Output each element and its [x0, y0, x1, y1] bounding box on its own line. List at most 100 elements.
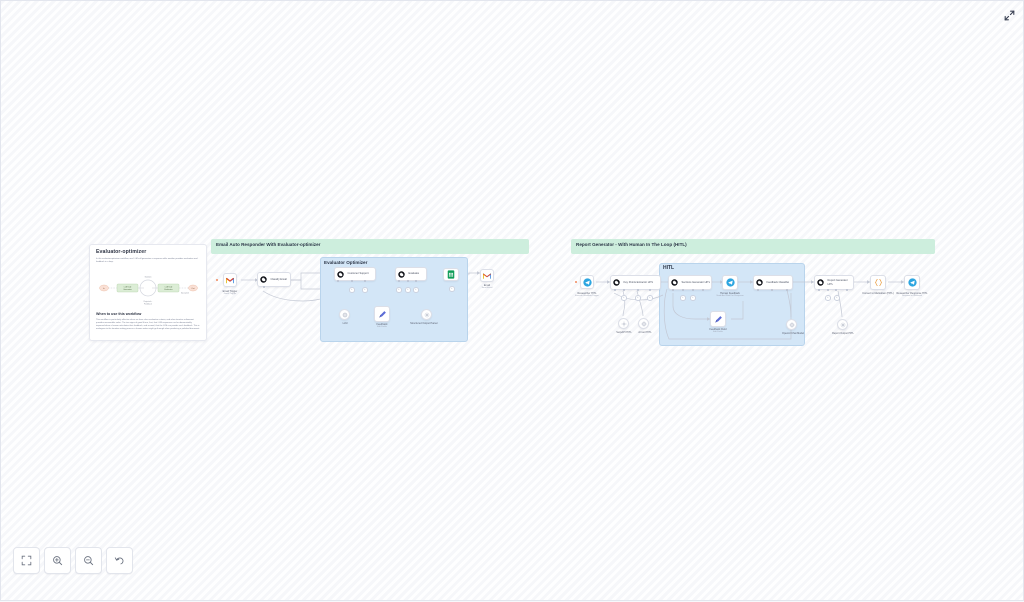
node-sheets[interactable] — [443, 268, 459, 281]
node-classify-email-label: Classify Email — [270, 277, 287, 281]
svg-text:Generator: Generator — [123, 288, 132, 291]
add-node-button[interactable]: + — [680, 295, 686, 301]
zoom-in-button[interactable] — [44, 547, 71, 574]
chat-model-icon — [341, 311, 348, 318]
node-feedback-field-caption: Feedback Field Edit Fields — [709, 328, 727, 334]
svg-text:Feedback: Feedback — [144, 304, 152, 306]
node-report-output-hitl[interactable] — [837, 319, 848, 330]
node-sections-generator-hitl-label: Sections Generator HITL — [681, 280, 711, 284]
canvas-toolbar[interactable] — [13, 547, 133, 574]
tool-icon — [621, 321, 626, 326]
node-ai-tool-hitl-caption: AI tool HITL — [638, 331, 652, 334]
node-researcher-response-hitl-caption: Researcher Response HITL Respond to Webh… — [896, 292, 928, 298]
node-researcher-hitl-caption: Researcher HITL Execute Workflow Trigger — [575, 292, 599, 298]
zoom-out-icon — [84, 556, 94, 566]
openai-icon — [258, 276, 269, 283]
node-sections-generator-hitl[interactable]: Sections Generator HITL — [668, 275, 712, 290]
openai-icon — [396, 270, 407, 278]
node-customer-support-label: Customer Support — [347, 272, 369, 276]
node-openai-chat-model[interactable] — [786, 319, 797, 330]
add-node-button[interactable]: + — [405, 287, 411, 293]
add-node-button[interactable]: + — [362, 287, 368, 293]
svg-text:Evaluator: Evaluator — [165, 288, 173, 291]
svg-text:Solution: Solution — [145, 276, 152, 279]
reset-button[interactable] — [106, 547, 133, 574]
expand-arrows-icon[interactable] — [1000, 6, 1018, 24]
add-node-button[interactable]: + — [396, 287, 402, 293]
sticky-note-evaluator-optimizer[interactable]: Evaluator-optimizer In this evaluator-op… — [89, 244, 207, 341]
output-parser-icon — [424, 312, 429, 317]
add-node-button[interactable]: + — [635, 295, 641, 301]
svg-text:In: In — [103, 288, 106, 290]
code-brackets-icon — [874, 279, 882, 286]
gmail-icon — [483, 272, 491, 279]
add-node-button[interactable]: + — [647, 295, 653, 301]
node-feedback-classifier[interactable]: Feedback Classifier — [753, 275, 793, 290]
svg-text:Out: Out — [191, 287, 195, 290]
node-llm[interactable] — [339, 309, 350, 320]
trigger-indicator-dot — [216, 279, 218, 281]
node-email-send-caption: Email Send Email — [481, 284, 493, 290]
node-report-output-hitl-caption: Report Output HITL — [832, 332, 854, 335]
sticky-note-subtitle: In this evaluator-optimizer workflow, on… — [96, 258, 198, 263]
node-ai-tool-hitl[interactable] — [638, 318, 649, 329]
node-convert-to-markdown-hitl-caption: Convert to Markdown (HITL) — [862, 292, 894, 295]
node-email-send[interactable] — [480, 269, 494, 282]
undo-arrow-icon — [114, 557, 124, 565]
node-human-feedback[interactable] — [722, 275, 738, 290]
node-evaluator[interactable]: Evaluator — [395, 267, 427, 281]
group-evaluator-optimizer-title: Evaluator Optimizer — [324, 260, 368, 265]
trigger-indicator-dot — [575, 281, 577, 283]
svg-text:Accepted: Accepted — [181, 292, 189, 295]
openai-icon — [754, 279, 765, 286]
gmail-icon — [226, 277, 234, 283]
node-email-trigger[interactable] — [223, 273, 237, 287]
add-node-button[interactable]: + — [621, 295, 627, 301]
node-serpapi-hitl[interactable] — [618, 318, 629, 329]
svg-text:Rejected +: Rejected + — [144, 300, 153, 303]
sticky-note-section-title: When to use this workflow — [96, 312, 142, 316]
node-researcher-hitl[interactable] — [580, 275, 594, 289]
node-customer-support[interactable]: Customer Support — [334, 267, 376, 281]
add-node-button[interactable]: + — [449, 286, 455, 292]
zoom-out-button[interactable] — [75, 547, 102, 574]
node-structured-output-parser-caption: Structured Output Parser — [410, 322, 438, 325]
svg-text:LLM Call: LLM Call — [124, 286, 132, 288]
telegram-icon — [582, 277, 592, 287]
fit-view-icon — [21, 555, 32, 566]
add-node-button[interactable]: + — [690, 295, 696, 301]
node-researcher-response-hitl[interactable] — [904, 275, 920, 290]
node-convert-to-markdown-hitl[interactable] — [870, 275, 886, 290]
node-feedback-caption: Feedback Edit Fields — [376, 323, 388, 329]
sticky-note-diagram: In LLM Call Generator LLM Call Evaluator… — [99, 276, 198, 306]
openai-icon — [815, 279, 826, 286]
add-node-button[interactable]: + — [413, 287, 419, 293]
group-report-generator[interactable] — [571, 239, 935, 254]
openai-icon — [335, 270, 346, 278]
node-key-points-extractor-hitl-label: Key Points Extractor HITL — [623, 280, 654, 284]
add-node-button[interactable]: + — [834, 295, 840, 301]
google-sheets-icon — [447, 270, 455, 279]
node-feedback[interactable] — [374, 306, 390, 322]
node-structured-output-parser[interactable] — [421, 309, 432, 320]
sticky-note-body: This workflow is particularly effective … — [96, 319, 200, 330]
group-email-auto-responder[interactable] — [211, 239, 529, 254]
node-key-points-extractor-hitl[interactable]: Key Points Extractor HITL — [610, 275, 661, 290]
chat-model-icon — [640, 320, 647, 327]
node-feedback-field[interactable] — [710, 311, 726, 327]
node-classify-email[interactable]: Classify Email — [257, 272, 291, 287]
output-parser-icon — [840, 322, 845, 327]
node-report-generator-hitl[interactable]: Report Generator HITL — [814, 275, 854, 290]
add-node-button[interactable]: + — [825, 295, 831, 301]
node-serpapi-hitl-caption: SerpAPI HITL — [616, 331, 632, 334]
node-human-feedback-caption: Human Feedback Send And Wait For Respons… — [716, 292, 744, 298]
node-llm-caption: LLM — [342, 322, 348, 325]
node-openai-chat-model-caption: OpenAI Chat Model — [782, 332, 804, 335]
openai-icon — [611, 279, 622, 286]
add-node-button[interactable]: + — [349, 287, 355, 293]
openai-icon — [669, 279, 680, 286]
telegram-icon — [725, 278, 735, 287]
node-email-trigger-caption: Email Trigger Gmail Trigger — [222, 290, 238, 296]
fit-view-button[interactable] — [13, 547, 40, 574]
